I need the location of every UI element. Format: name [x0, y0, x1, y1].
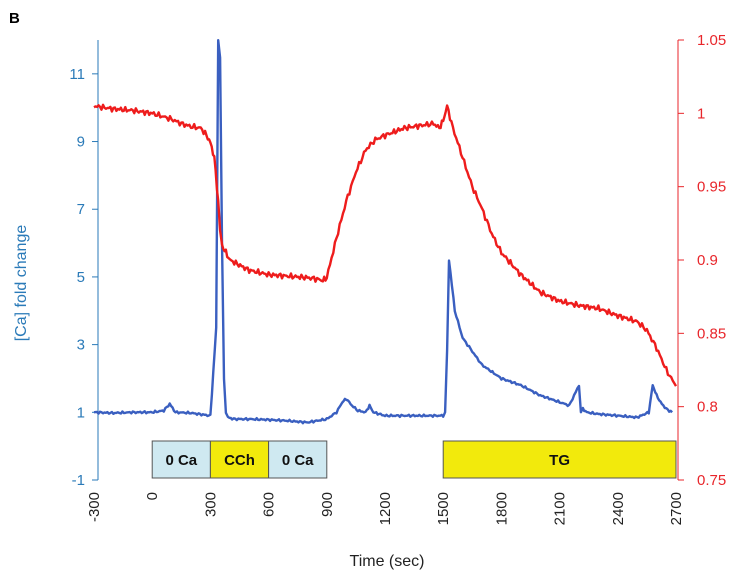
treatment-bar: [442, 440, 677, 479]
treatment-bar-label: 0 Ca: [282, 452, 314, 469]
y-left-tick-label: 5: [77, 269, 85, 286]
x-tick-label: 600: [261, 492, 278, 517]
x-tick-label: 2400: [610, 492, 627, 525]
y-left-tick-label: -1: [72, 472, 85, 489]
y-right-tick-label: 1.05: [697, 32, 726, 49]
treatment-bar-label: 0 Ca: [165, 452, 197, 469]
y-left-tick-label: 7: [77, 201, 85, 218]
treatment-bar: [268, 440, 328, 479]
y-left-tick-label: 11: [69, 66, 85, 83]
y-left-tick-label: 1: [77, 404, 85, 421]
y-left-tick-label: 9: [77, 134, 85, 151]
x-tick-label: 1500: [435, 492, 452, 525]
treatment-bar-label: CCh: [224, 452, 255, 469]
x-tick-label: -300: [86, 492, 103, 522]
y-axis-left: -1 1 3 5 7 9 11: [69, 40, 99, 489]
treatment-bar: [209, 440, 270, 479]
x-tick-label: 300: [202, 492, 219, 517]
y-right-tick-label: 1: [697, 105, 705, 122]
y-axis-right: 0.75 0.8 0.85 0.9 0.95 1 1.05: [677, 32, 726, 489]
y-axis-left-title: [Ca] fold change: [13, 225, 30, 342]
y-right-tick-label: 0.85: [697, 325, 726, 342]
x-tick-label: 2100: [552, 492, 569, 525]
y-right-tick-label: 0.75: [697, 472, 726, 489]
panel-label: B: [9, 10, 20, 27]
y-right-tick-label: 0.9: [697, 252, 718, 269]
y-left-tick-label: 3: [77, 337, 85, 354]
x-tick-label: 1800: [493, 492, 510, 525]
x-axis: -300 0 300 600 900 1200 1500 1800 2100 2400 2700: [86, 492, 685, 525]
treatment-bars: 0 Ca CCh 0 Ca TG: [151, 440, 677, 479]
x-tick-label: 900: [319, 492, 336, 517]
x-axis-title: Time (sec): [350, 553, 425, 570]
series-line-right: [93, 103, 678, 387]
series-line-ca: [93, 39, 673, 425]
x-tick-label: 0: [144, 492, 161, 500]
y-right-tick-label: 0.95: [697, 179, 726, 196]
y-right-tick-label: 0.8: [697, 399, 718, 416]
x-tick-label: 2700: [668, 492, 685, 525]
series-group: [93, 39, 678, 425]
treatment-bar-label: TG: [549, 452, 570, 469]
x-tick-label: 1200: [377, 492, 394, 525]
treatment-bar: [151, 440, 211, 479]
